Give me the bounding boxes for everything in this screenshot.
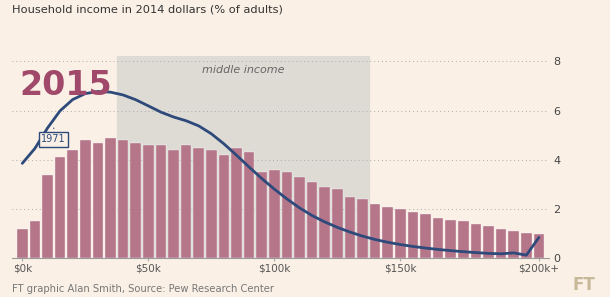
Bar [117,56,369,258]
Bar [508,231,519,258]
Bar [320,187,330,258]
Bar [496,229,506,258]
Bar [534,234,544,258]
Bar [345,197,355,258]
Bar [17,229,27,258]
Text: 1971: 1971 [41,128,66,144]
Bar [357,199,368,258]
Bar [370,204,381,258]
Bar [168,150,179,258]
Bar [282,172,292,258]
Bar [55,157,65,258]
Text: middle income: middle income [201,65,284,75]
Bar [93,143,103,258]
Bar [231,148,242,258]
Bar [105,138,116,258]
Bar [332,189,343,258]
Bar [269,170,279,258]
Bar [483,226,494,258]
Bar [206,150,217,258]
Bar [131,143,141,258]
Text: FT graphic Alan Smith, Source: Pew Research Center: FT graphic Alan Smith, Source: Pew Resea… [12,284,274,294]
Bar [432,218,443,258]
Bar [521,233,532,258]
Bar [470,224,481,258]
Bar [244,152,254,258]
Bar [156,145,167,258]
Bar [395,209,406,258]
Bar [80,140,91,258]
Bar [294,177,305,258]
Bar [256,172,267,258]
Bar [181,145,192,258]
Bar [29,222,40,258]
Text: FT: FT [572,276,595,294]
Bar [42,175,53,258]
Bar [382,207,393,258]
Bar [118,140,129,258]
Bar [193,148,204,258]
Bar [445,220,456,258]
Text: Household income in 2014 dollars (% of adults): Household income in 2014 dollars (% of a… [12,4,283,15]
Bar [458,222,468,258]
Bar [420,214,431,258]
Bar [143,145,154,258]
Text: 2015: 2015 [20,69,112,102]
Bar [67,150,78,258]
Bar [307,182,317,258]
Bar [218,155,229,258]
Bar [407,211,418,258]
